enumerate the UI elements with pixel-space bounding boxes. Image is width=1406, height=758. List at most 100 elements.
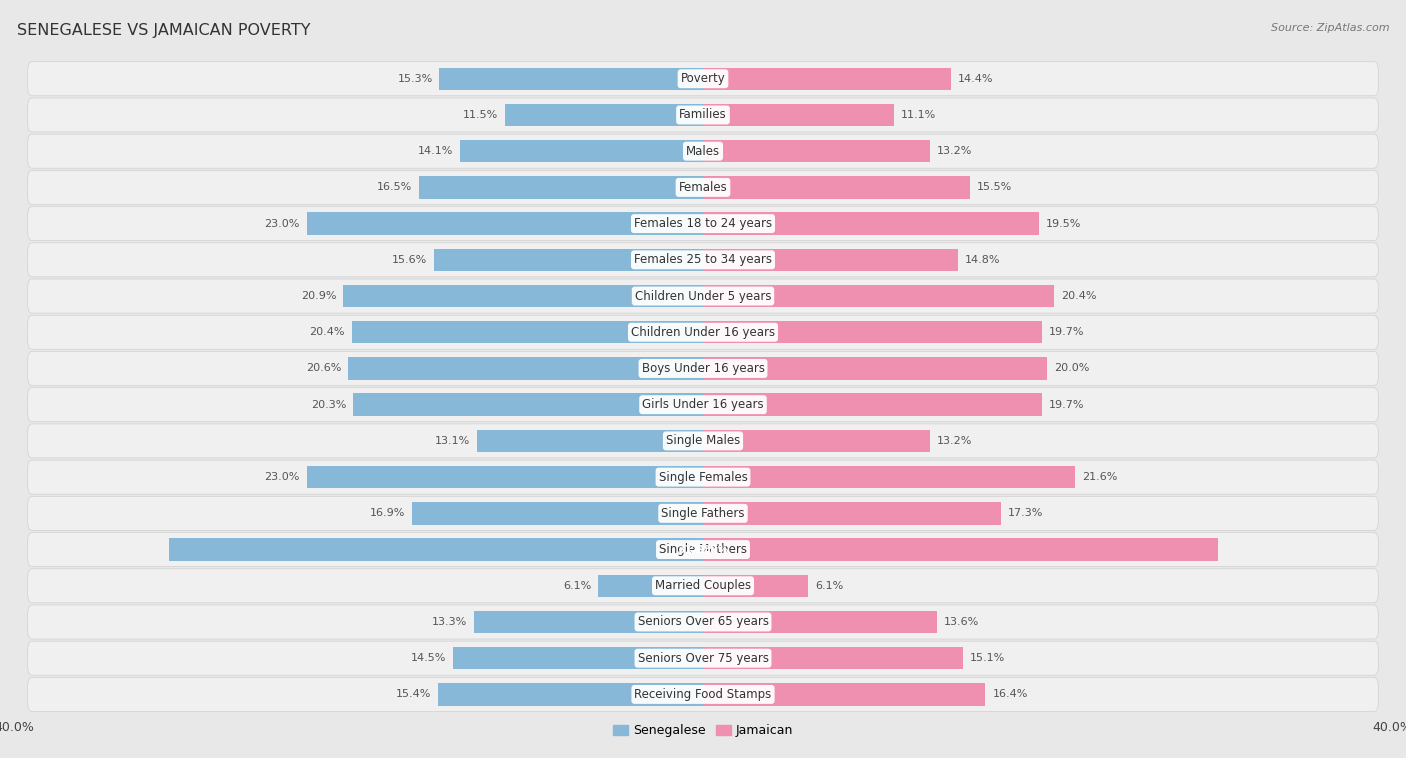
Text: Married Couples: Married Couples — [655, 579, 751, 592]
FancyBboxPatch shape — [28, 61, 1378, 96]
Bar — [703, 249, 957, 271]
Text: Children Under 5 years: Children Under 5 years — [634, 290, 772, 302]
Bar — [703, 647, 963, 669]
FancyBboxPatch shape — [28, 98, 1378, 132]
Bar — [703, 611, 938, 633]
Bar — [352, 321, 703, 343]
Text: 15.1%: 15.1% — [970, 653, 1005, 663]
Text: 20.4%: 20.4% — [309, 327, 344, 337]
Text: 23.0%: 23.0% — [264, 472, 299, 482]
Text: 15.4%: 15.4% — [395, 690, 430, 700]
Bar — [343, 285, 703, 307]
Bar — [703, 212, 1039, 235]
Text: 14.5%: 14.5% — [411, 653, 446, 663]
FancyBboxPatch shape — [28, 533, 1378, 566]
FancyBboxPatch shape — [28, 171, 1378, 205]
Bar — [440, 67, 703, 90]
Bar — [307, 466, 703, 488]
Bar — [703, 357, 1047, 380]
Bar — [703, 575, 808, 597]
Text: Single Fathers: Single Fathers — [661, 507, 745, 520]
Bar — [703, 176, 970, 199]
Text: 14.8%: 14.8% — [965, 255, 1000, 265]
FancyBboxPatch shape — [28, 496, 1378, 531]
Text: 14.4%: 14.4% — [957, 74, 994, 83]
Bar — [703, 67, 950, 90]
Text: 11.1%: 11.1% — [901, 110, 936, 120]
Text: 6.1%: 6.1% — [815, 581, 844, 590]
Text: Single Males: Single Males — [666, 434, 740, 447]
Bar — [703, 140, 931, 162]
Text: Families: Families — [679, 108, 727, 121]
Bar — [703, 430, 931, 452]
Bar — [703, 285, 1054, 307]
Text: Females 18 to 24 years: Females 18 to 24 years — [634, 217, 772, 230]
Text: 15.3%: 15.3% — [398, 74, 433, 83]
Legend: Senegalese, Jamaican: Senegalese, Jamaican — [607, 719, 799, 742]
Text: 31.0%: 31.0% — [678, 544, 716, 555]
Text: Source: ZipAtlas.com: Source: ZipAtlas.com — [1271, 23, 1389, 33]
FancyBboxPatch shape — [28, 315, 1378, 349]
FancyBboxPatch shape — [28, 352, 1378, 386]
Text: Girls Under 16 years: Girls Under 16 years — [643, 398, 763, 411]
Bar — [703, 466, 1076, 488]
Text: 19.7%: 19.7% — [1049, 399, 1084, 409]
Bar — [703, 502, 1001, 525]
Bar — [412, 502, 703, 525]
Text: 16.4%: 16.4% — [993, 690, 1028, 700]
Text: 15.5%: 15.5% — [977, 183, 1012, 193]
Bar — [437, 683, 703, 706]
Text: 17.3%: 17.3% — [1008, 509, 1043, 518]
Text: 13.6%: 13.6% — [945, 617, 980, 627]
Text: 19.5%: 19.5% — [1046, 218, 1081, 229]
Text: 11.5%: 11.5% — [463, 110, 498, 120]
Bar — [598, 575, 703, 597]
Text: 13.3%: 13.3% — [432, 617, 467, 627]
Bar — [307, 212, 703, 235]
Text: 13.1%: 13.1% — [436, 436, 471, 446]
FancyBboxPatch shape — [28, 279, 1378, 313]
Text: Males: Males — [686, 145, 720, 158]
Bar — [703, 683, 986, 706]
Text: 21.6%: 21.6% — [1083, 472, 1118, 482]
FancyBboxPatch shape — [28, 387, 1378, 421]
Text: 20.3%: 20.3% — [311, 399, 346, 409]
FancyBboxPatch shape — [28, 134, 1378, 168]
Bar — [353, 393, 703, 416]
Bar — [703, 538, 1218, 561]
Text: 29.9%: 29.9% — [690, 544, 728, 555]
Bar — [474, 611, 703, 633]
Text: 13.2%: 13.2% — [938, 146, 973, 156]
Bar — [703, 393, 1042, 416]
Text: 6.1%: 6.1% — [562, 581, 591, 590]
Text: Poverty: Poverty — [681, 72, 725, 85]
Bar — [478, 430, 703, 452]
FancyBboxPatch shape — [28, 207, 1378, 240]
FancyBboxPatch shape — [28, 641, 1378, 675]
Bar — [169, 538, 703, 561]
Text: Seniors Over 75 years: Seniors Over 75 years — [637, 652, 769, 665]
Text: 16.5%: 16.5% — [377, 183, 412, 193]
Bar — [349, 357, 703, 380]
Text: 20.4%: 20.4% — [1062, 291, 1097, 301]
Text: Receiving Food Stamps: Receiving Food Stamps — [634, 688, 772, 701]
Text: 20.6%: 20.6% — [307, 364, 342, 374]
Text: Females: Females — [679, 181, 727, 194]
Text: SENEGALESE VS JAMAICAN POVERTY: SENEGALESE VS JAMAICAN POVERTY — [17, 23, 311, 38]
Text: 20.9%: 20.9% — [301, 291, 336, 301]
Bar — [460, 140, 703, 162]
Text: 16.9%: 16.9% — [370, 509, 405, 518]
FancyBboxPatch shape — [28, 460, 1378, 494]
Text: 14.1%: 14.1% — [418, 146, 453, 156]
FancyBboxPatch shape — [28, 678, 1378, 712]
Text: 13.2%: 13.2% — [938, 436, 973, 446]
Text: Single Mothers: Single Mothers — [659, 543, 747, 556]
Text: 15.6%: 15.6% — [392, 255, 427, 265]
Bar — [453, 647, 703, 669]
Bar — [703, 104, 894, 126]
Bar — [419, 176, 703, 199]
Bar — [703, 321, 1042, 343]
Text: Boys Under 16 years: Boys Under 16 years — [641, 362, 765, 375]
FancyBboxPatch shape — [28, 605, 1378, 639]
Text: 20.0%: 20.0% — [1054, 364, 1090, 374]
